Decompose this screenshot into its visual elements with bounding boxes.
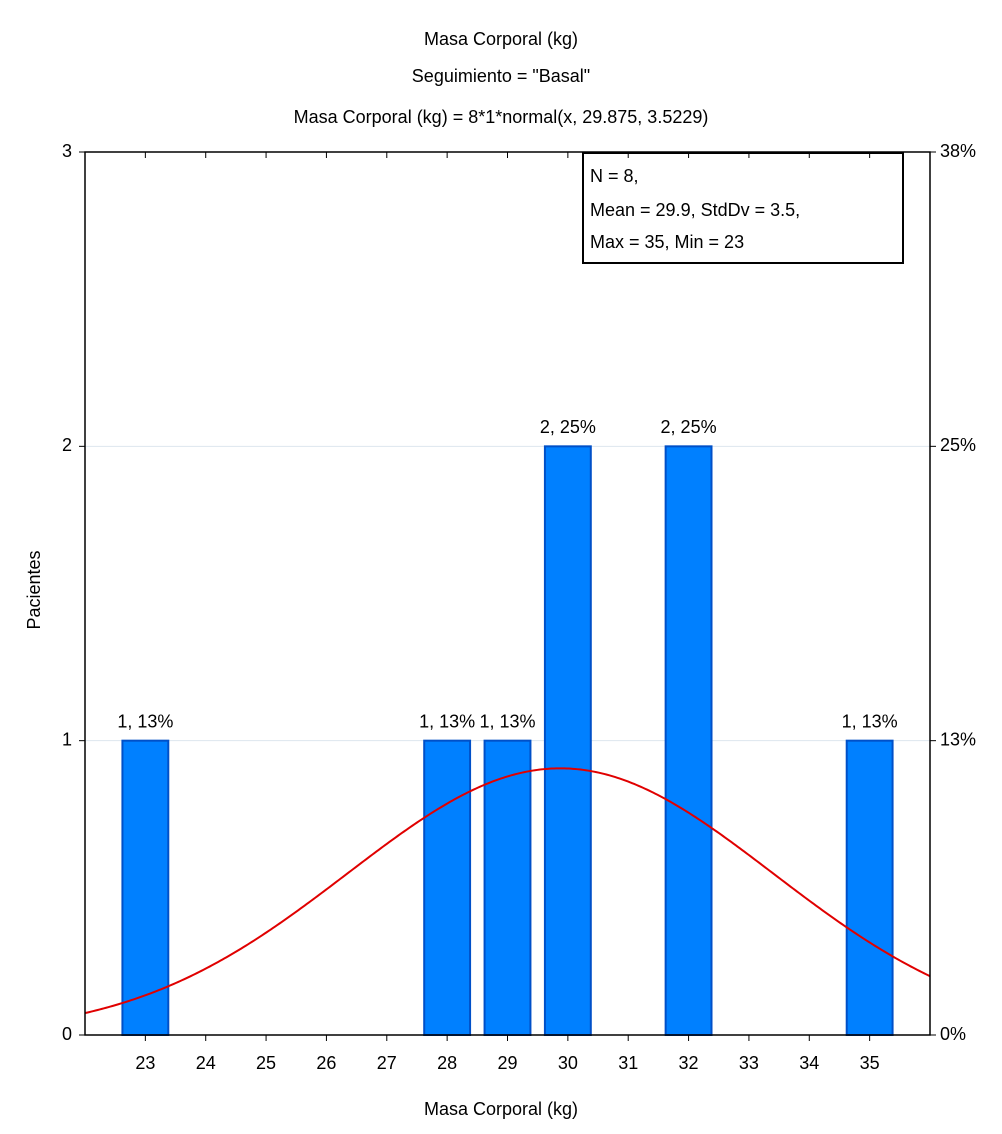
stats-line: Max = 35, Min = 23 bbox=[590, 232, 744, 252]
x-tick-label: 27 bbox=[377, 1053, 397, 1073]
y2-tick-label: 38% bbox=[940, 141, 976, 161]
bar bbox=[423, 739, 472, 1037]
x-tick-label: 25 bbox=[256, 1053, 276, 1073]
x-tick-label: 31 bbox=[618, 1053, 638, 1073]
x-tick-label: 33 bbox=[739, 1053, 759, 1073]
bar bbox=[483, 739, 532, 1037]
stats-line: Mean = 29.9, StdDv = 3.5, bbox=[590, 200, 800, 220]
data-label: 1, 13% bbox=[419, 711, 475, 731]
y2-tick-label: 0% bbox=[940, 1024, 966, 1044]
x-tick-label: 30 bbox=[558, 1053, 578, 1073]
bar bbox=[845, 739, 894, 1037]
x-tick-label: 34 bbox=[799, 1053, 819, 1073]
x-tick-label: 32 bbox=[679, 1053, 699, 1073]
x-axis-label: Masa Corporal (kg) bbox=[424, 1099, 578, 1119]
data-label: 2, 25% bbox=[540, 417, 596, 437]
y-axis-label: Pacientes bbox=[24, 550, 44, 629]
x-tick-label: 24 bbox=[196, 1053, 216, 1073]
x-tick-label: 35 bbox=[860, 1053, 880, 1073]
bar bbox=[543, 445, 592, 1037]
chart-subtitle: Seguimiento = "Basal" bbox=[412, 66, 590, 86]
x-tick-label: 28 bbox=[437, 1053, 457, 1073]
stats-line: N = 8, bbox=[590, 166, 639, 186]
data-label: 1, 13% bbox=[479, 711, 535, 731]
stats-box bbox=[582, 152, 904, 264]
bar bbox=[121, 739, 170, 1037]
fit-curve bbox=[85, 767, 930, 1015]
y-tick-label: 1 bbox=[62, 729, 72, 749]
y-tick-label: 0 bbox=[62, 1024, 72, 1044]
y-tick-label: 2 bbox=[62, 435, 72, 455]
fit-label: Masa Corporal (kg) = 8*1*normal(x, 29.87… bbox=[294, 107, 709, 127]
y2-tick-label: 13% bbox=[940, 729, 976, 749]
x-tick-label: 23 bbox=[135, 1053, 155, 1073]
data-label: 2, 25% bbox=[661, 417, 717, 437]
x-tick-label: 26 bbox=[316, 1053, 336, 1073]
marks bbox=[85, 445, 930, 1037]
y2-tick-label: 25% bbox=[940, 435, 976, 455]
data-label: 1, 13% bbox=[842, 711, 898, 731]
y-tick-label: 3 bbox=[62, 141, 72, 161]
chart-title: Masa Corporal (kg) bbox=[424, 29, 578, 49]
x-tick-label: 29 bbox=[497, 1053, 517, 1073]
bar bbox=[664, 445, 713, 1037]
data-label: 1, 13% bbox=[117, 711, 173, 731]
